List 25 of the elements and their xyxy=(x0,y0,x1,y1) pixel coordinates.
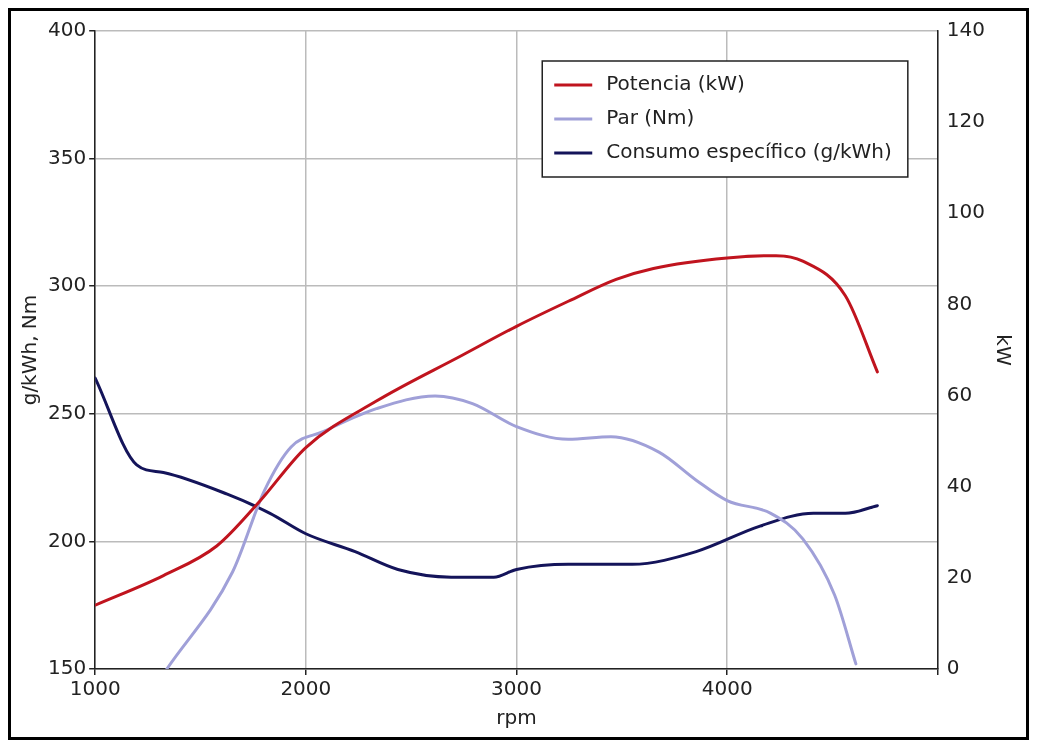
y-tick-label: 300 xyxy=(47,272,87,297)
y2-tick-label: 100 xyxy=(946,199,986,224)
y2-tick-label: 0 xyxy=(946,655,960,680)
y2-tick-label: 20 xyxy=(946,564,973,589)
y-tick-label: 350 xyxy=(47,144,87,169)
x-axis-title: rpm xyxy=(496,705,537,730)
line-series xyxy=(165,394,858,669)
y-tick-label: 200 xyxy=(47,527,87,552)
y2-tick-label: 60 xyxy=(946,381,973,406)
legend-label: Potencia (kW) xyxy=(606,71,745,96)
y2-tick-label: 120 xyxy=(946,108,986,133)
y2-tick-label: 80 xyxy=(946,290,973,315)
y-axis-title: g/kWh, Nm xyxy=(17,294,42,406)
y2-tick-label: 40 xyxy=(946,472,973,497)
x-tick-label: 3000 xyxy=(491,676,542,701)
x-tick-label: 2000 xyxy=(280,676,332,701)
y-tick-label: 250 xyxy=(47,400,87,424)
line-series xyxy=(95,376,879,579)
y-tick-label: 400 xyxy=(47,17,87,42)
legend-label: Par (Nm) xyxy=(606,105,695,130)
legend-label: Consumo específico (g/kWh) xyxy=(606,139,892,164)
x-tick-label: 4000 xyxy=(701,676,753,701)
line-series xyxy=(95,254,879,607)
y2-tick-label: 140 xyxy=(946,17,986,42)
y2-axis-title: kW xyxy=(991,334,1016,366)
